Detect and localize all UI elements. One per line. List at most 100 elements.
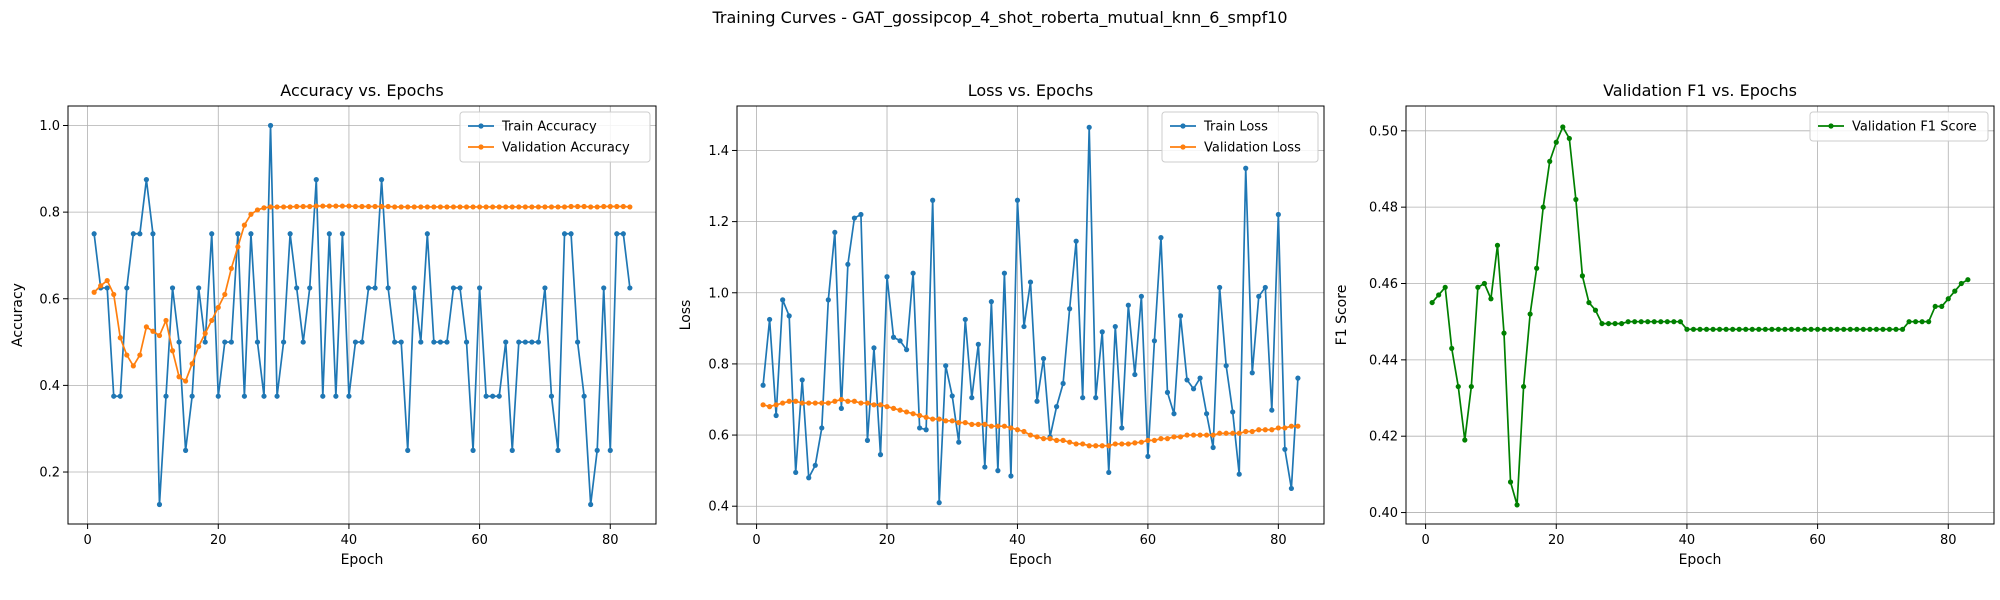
data-point [1204, 432, 1210, 438]
chart-panel-1: Accuracy vs. Epochs 0 20 40 60 80 0.2 0.4 0.6 0.8… [10, 81, 657, 568]
legend-label: Validation F1 Score [1852, 120, 1977, 135]
data-point [1449, 345, 1455, 352]
data-point [1821, 326, 1827, 332]
data-point [1014, 427, 1021, 433]
data-point [444, 204, 450, 210]
data-point [333, 203, 339, 209]
data-point [228, 339, 234, 345]
y-axis-label: F1 Score [1334, 285, 1350, 346]
x-axis-label: Epoch [341, 552, 384, 568]
data-point [1053, 404, 1060, 410]
plot-frame [1405, 105, 1995, 525]
data-point [392, 339, 398, 345]
data-point [1690, 326, 1697, 332]
data-point [786, 398, 792, 404]
data-point [235, 231, 241, 237]
data-point [1599, 320, 1605, 327]
data-point [1027, 279, 1034, 285]
legend-label: Validation Loss [1204, 141, 1301, 156]
data-point [975, 421, 981, 427]
data-point [1132, 440, 1138, 446]
data-point [1060, 380, 1066, 387]
legend: Train Loss Validation Loss [1161, 111, 1319, 163]
data-point [477, 204, 483, 210]
legend-box [1809, 111, 1989, 142]
data-point [1795, 326, 1801, 332]
x-tick-label: 60 [471, 533, 488, 548]
data-point [1230, 430, 1236, 436]
data-point [124, 285, 130, 291]
data-point [1236, 430, 1242, 436]
data-point [1625, 319, 1631, 325]
data-point [490, 393, 496, 399]
data-point [1710, 326, 1716, 332]
data-point [1256, 427, 1262, 433]
data-point [555, 204, 561, 210]
data-point [509, 447, 515, 453]
data-point [1475, 284, 1481, 290]
x-axis-label: Epoch [1009, 552, 1052, 568]
data-point [793, 398, 799, 404]
data-point [111, 291, 117, 298]
data-point [457, 204, 463, 210]
x-tick-label: 0 [83, 533, 91, 548]
data-point [1138, 439, 1144, 445]
data-point [988, 423, 994, 429]
data-point [294, 203, 300, 210]
data-point [1132, 371, 1138, 378]
data-point [1060, 437, 1066, 443]
x-tick-label: 80 [1270, 533, 1287, 548]
data-point [1288, 423, 1294, 429]
plot-frame [736, 105, 1325, 525]
data-point [877, 402, 884, 408]
legend-marker [1180, 123, 1186, 129]
data-point [1295, 423, 1301, 429]
data-point [542, 204, 548, 210]
data-point [241, 222, 247, 228]
data-point [1586, 299, 1592, 306]
data-point [1001, 423, 1008, 429]
data-point [1158, 436, 1164, 442]
data-point [183, 447, 189, 453]
data-point [352, 203, 359, 210]
x-tick-label: 40 [341, 533, 358, 548]
data-point [359, 203, 365, 210]
data-point [1067, 306, 1073, 312]
data-point [1860, 326, 1866, 332]
data-point [346, 203, 352, 209]
data-point [819, 400, 825, 406]
data-point [995, 468, 1001, 474]
data-point [1158, 235, 1164, 241]
data-point [352, 339, 359, 345]
y-tick-label: 0.50 [1369, 124, 1398, 139]
data-point [1223, 363, 1229, 369]
data-point [1262, 427, 1268, 433]
data-point [581, 393, 587, 399]
data-point [522, 339, 528, 345]
data-point [483, 393, 489, 399]
data-point [1756, 326, 1762, 332]
data-point [326, 231, 332, 237]
data-point [143, 177, 149, 183]
data-point [1638, 319, 1644, 325]
data-point [799, 400, 805, 406]
data-point [169, 348, 176, 354]
data-point [267, 204, 274, 210]
data-point [124, 352, 130, 358]
data-point [1965, 277, 1971, 283]
data-point [1488, 296, 1494, 302]
data-point [287, 231, 293, 237]
data-point [1514, 502, 1520, 508]
y-tick-label: 0.4 [39, 379, 60, 394]
data-point [202, 330, 208, 337]
data-point [1906, 319, 1912, 325]
data-point [1775, 326, 1781, 332]
data-point [156, 332, 163, 339]
data-point [943, 363, 949, 369]
data-point [444, 339, 450, 345]
x-tick-label: 20 [1548, 533, 1565, 548]
data-point [1171, 434, 1177, 440]
data-point [1782, 326, 1788, 332]
data-point [1197, 375, 1203, 381]
data-point [1021, 428, 1027, 435]
